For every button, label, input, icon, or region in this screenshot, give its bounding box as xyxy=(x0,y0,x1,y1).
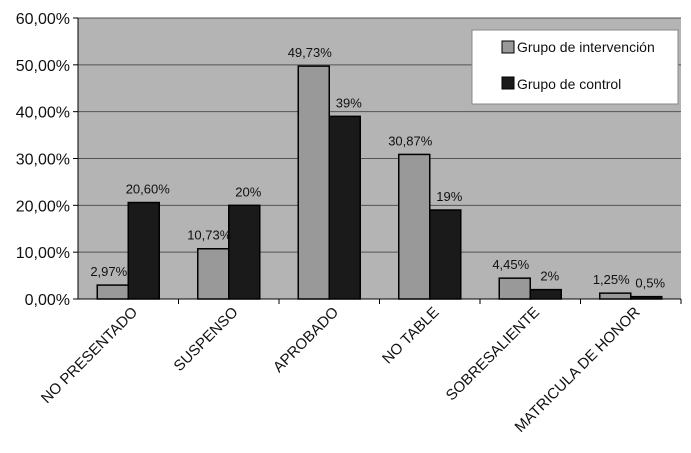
bar-intervencion xyxy=(96,284,129,300)
y-tick-label: 20,00% xyxy=(16,198,70,215)
x-tick-label: APROBADO xyxy=(270,304,342,376)
legend-label-intervencion: Grupo de intervención xyxy=(517,39,655,55)
bar-intervencion xyxy=(398,153,431,300)
bars xyxy=(96,65,663,300)
x-axis-ticks: NO PRESENTADO SUSPENSO APROBADO NO TABLE SOB… xyxy=(38,299,682,436)
y-tick-label: 50,00% xyxy=(16,58,70,75)
bar-control xyxy=(228,204,261,300)
data-label-control: 20% xyxy=(235,184,261,199)
legend-label-control: Grupo de control xyxy=(517,76,621,92)
data-label-intervencion: 10,73% xyxy=(187,228,232,243)
y-tick-label: 40,00% xyxy=(16,105,70,122)
data-label-control: 39% xyxy=(336,95,362,110)
legend-swatch-control xyxy=(501,76,515,90)
x-tick-label: SOBRESALIENTE xyxy=(443,304,543,404)
y-tick-label: 10,00% xyxy=(16,245,70,262)
bar-intervencion xyxy=(498,277,531,300)
data-label-intervencion: 2,97% xyxy=(90,264,127,279)
y-tick-label: 60,00% xyxy=(16,11,70,28)
x-tick-label: NO PRESENTADO xyxy=(38,304,141,407)
data-label-control: 20,60% xyxy=(126,182,171,197)
legend-swatch-intervencion xyxy=(501,40,515,54)
data-label-control: 19% xyxy=(436,189,462,204)
gridlines xyxy=(78,17,681,253)
data-label-intervencion: 1,25% xyxy=(593,272,630,287)
bar-intervencion xyxy=(197,247,230,300)
legend: Grupo de intervención Grupo de control xyxy=(471,29,679,105)
bar-intervencion xyxy=(297,65,330,300)
y-tick-label: 0,00% xyxy=(25,292,70,309)
data-labels: 2,97% 20,60% 10,73% 20% 49,73% 39% 30,87% 19% 4,… xyxy=(90,45,665,291)
data-label-control: 0,5% xyxy=(635,276,665,291)
bar-intervencion xyxy=(599,292,632,300)
x-tick-label: SUSPENSO xyxy=(171,304,242,375)
y-axis-ticks: 0,00% 10,00% 20,00% 30,00% 40,00% 50,00% 60,00… xyxy=(16,11,78,309)
bar-control xyxy=(429,209,462,300)
y-tick-label: 30,00% xyxy=(16,152,70,169)
x-tick-label: NO TABLE xyxy=(379,304,443,368)
data-label-control: 2% xyxy=(540,269,559,284)
data-label-intervencion: 4,45% xyxy=(492,257,529,272)
data-label-intervencion: 30,87% xyxy=(388,133,433,148)
bar-control xyxy=(328,115,361,300)
data-label-intervencion: 49,73% xyxy=(288,45,333,60)
bar-control xyxy=(529,288,562,300)
bar-control xyxy=(127,201,160,300)
